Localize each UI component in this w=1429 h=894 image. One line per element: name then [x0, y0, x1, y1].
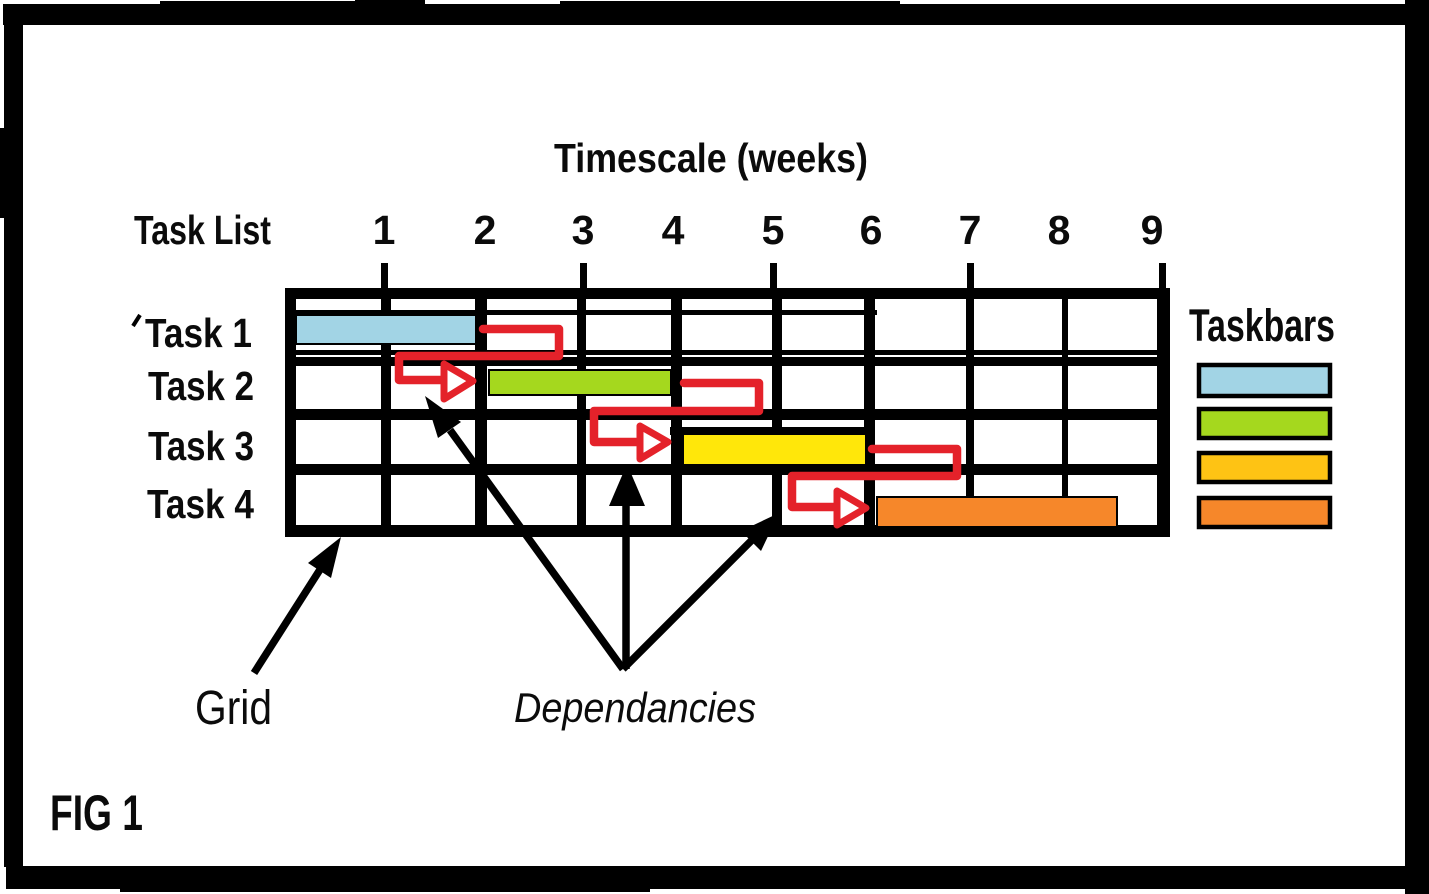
svg-text:1: 1	[373, 207, 396, 253]
svg-text:3: 3	[572, 207, 595, 253]
svg-text:Dependancies: Dependancies	[514, 684, 756, 731]
svg-text:8: 8	[1048, 207, 1071, 253]
svg-text:5: 5	[762, 207, 785, 253]
svg-text:Task 3: Task 3	[148, 423, 254, 469]
svg-text:2: 2	[474, 207, 497, 253]
svg-text:9: 9	[1141, 207, 1164, 253]
svg-text:7: 7	[959, 207, 982, 253]
svg-text:FIG 1: FIG 1	[50, 785, 143, 841]
svg-text:Taskbars: Taskbars	[1189, 300, 1335, 351]
svg-text:Timescale (weeks): Timescale (weeks)	[554, 135, 868, 181]
svg-text:Task 1: Task 1	[145, 310, 252, 356]
svg-text:4: 4	[662, 207, 685, 253]
svg-text:Grid: Grid	[195, 682, 272, 735]
svg-text:Task List: Task List	[134, 207, 271, 253]
svg-text:Task 2: Task 2	[148, 363, 254, 409]
svg-text:Task 4: Task 4	[147, 481, 254, 527]
svg-text:6: 6	[860, 207, 883, 253]
